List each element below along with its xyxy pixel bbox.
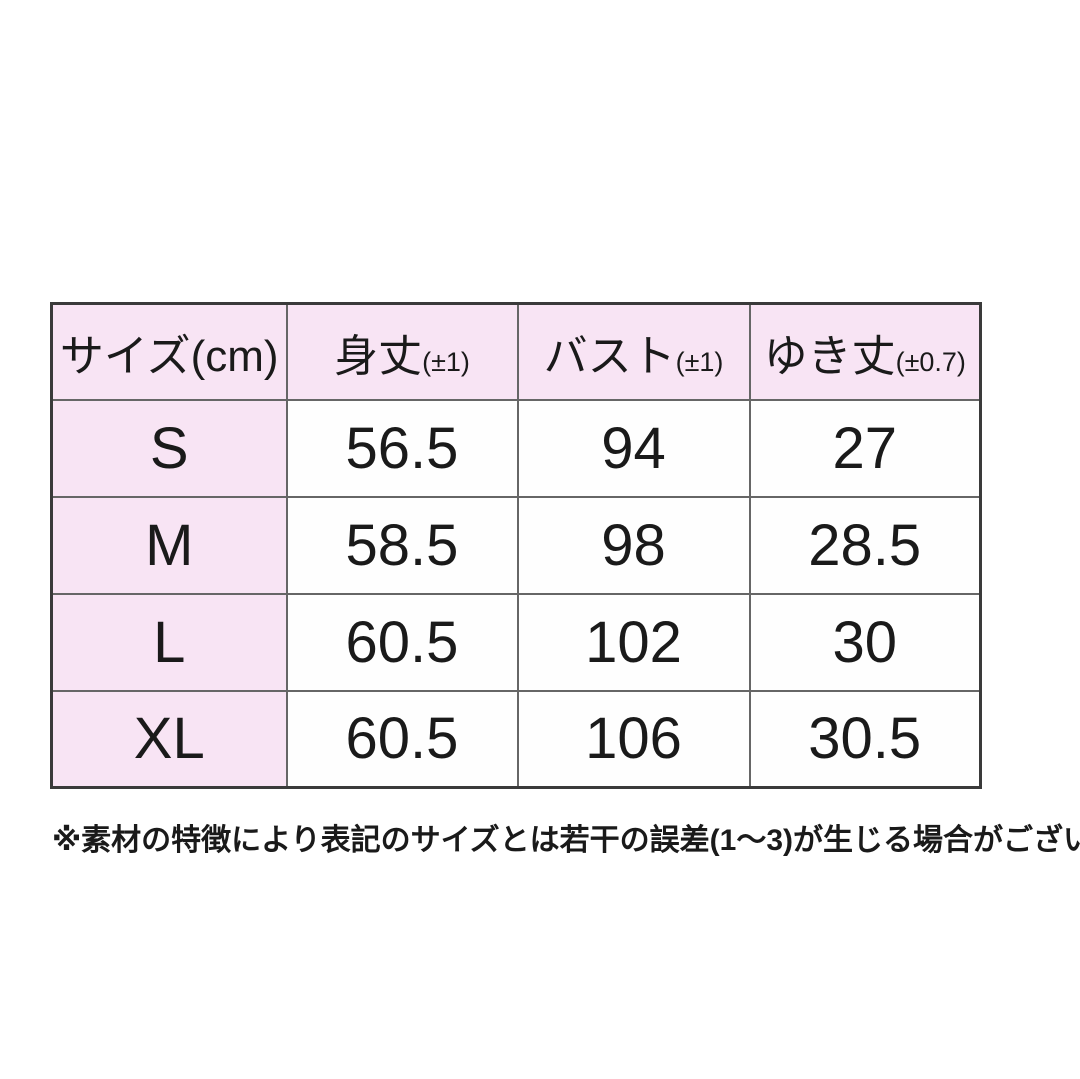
disclaimer-note: ※素材の特徴により表記のサイズとは若干の誤差(1〜3)が生じる場合がございます。 (52, 824, 1080, 857)
size-label-cell-m: M (50, 495, 288, 595)
header-label-sleeve-length: ゆき丈 (763, 331, 896, 381)
size-label-cell-l: L (50, 592, 288, 692)
table-header-row: サイズ(cm) 身丈(±1) バスト(±1) ゆき丈(±0.7) (50, 302, 982, 401)
bust-cell-s: 94 (516, 398, 751, 498)
sleeve-length-cell-m: 28.5 (748, 495, 982, 595)
header-cell-bust: バスト(±1) (516, 302, 751, 401)
header-label-body-length: 身丈 (334, 331, 423, 381)
header-label-bust: バスト (543, 331, 676, 381)
size-chart-table: サイズ(cm) 身丈(±1) バスト(±1) ゆき丈(±0.7) S 56.5 … (50, 302, 982, 789)
header-tolerance-sleeve-length: (±0.7) (895, 346, 966, 377)
header-cell-sleeve-length: ゆき丈(±0.7) (748, 302, 982, 401)
size-label-cell-s: S (50, 398, 288, 498)
header-tolerance-body-length: (±1) (422, 346, 470, 377)
bust-cell-l: 102 (516, 592, 751, 692)
table-row-l: L 60.5 102 30 (50, 592, 982, 692)
header-label-size: サイズ(cm) (59, 331, 279, 381)
bust-cell-xl: 106 (516, 689, 751, 789)
body-length-cell-m: 58.5 (285, 495, 519, 595)
header-tolerance-bust: (±1) (675, 346, 724, 377)
body-length-cell-xl: 60.5 (285, 689, 519, 789)
table-row-m: M 58.5 98 28.5 (50, 495, 982, 595)
table-row-s: S 56.5 94 27 (50, 398, 982, 498)
header-cell-body-length: 身丈(±1) (285, 302, 519, 401)
sleeve-length-cell-xl: 30.5 (748, 689, 982, 789)
body-length-cell-s: 56.5 (285, 398, 519, 498)
sleeve-length-cell-s: 27 (748, 398, 982, 498)
size-label-cell-xl: XL (50, 689, 288, 789)
header-cell-size: サイズ(cm) (50, 302, 288, 401)
sleeve-length-cell-l: 30 (748, 592, 982, 692)
body-length-cell-l: 60.5 (285, 592, 519, 692)
table-row-xl: XL 60.5 106 30.5 (50, 689, 982, 789)
bust-cell-m: 98 (516, 495, 751, 595)
